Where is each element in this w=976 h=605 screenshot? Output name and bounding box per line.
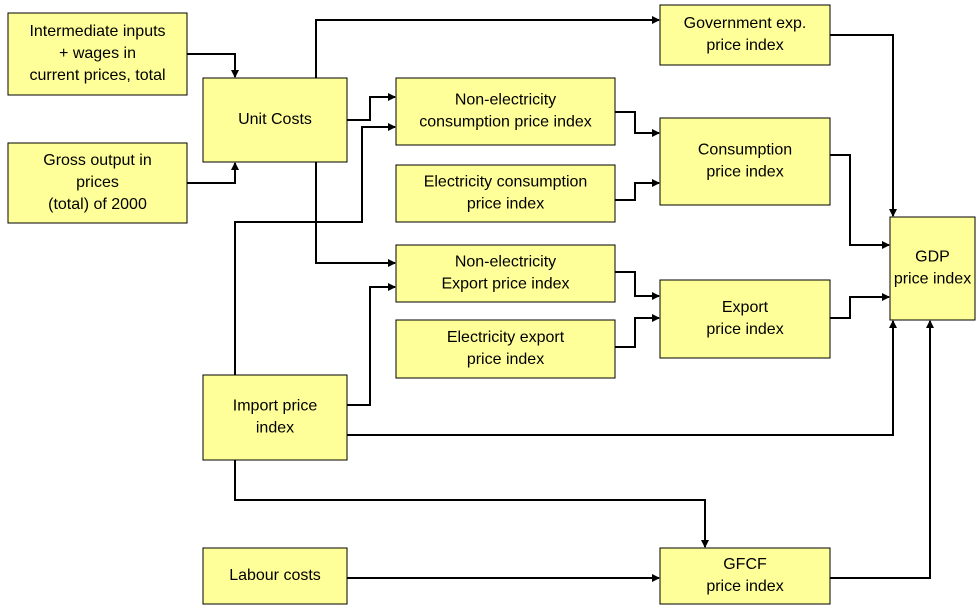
edge <box>234 460 709 548</box>
edge <box>615 314 660 348</box>
node-label: Intermediate inputs <box>29 23 165 40</box>
node-label: Electricity consumption <box>424 174 588 191</box>
node-label: (total) of 2000 <box>48 196 147 213</box>
node-label: price index <box>706 578 783 595</box>
node-label: prices <box>76 174 119 191</box>
node-box <box>395 77 616 146</box>
node-label: Gross output in <box>43 152 152 169</box>
edge <box>615 111 660 137</box>
node-label: Non-electricity <box>455 254 556 271</box>
node-label: Non-electricity <box>455 92 556 109</box>
node-box <box>202 547 348 605</box>
node-box <box>395 319 616 379</box>
node-box <box>889 216 976 321</box>
node-box <box>7 142 188 224</box>
node-box <box>659 4 831 66</box>
node-label: Unit Costs <box>238 111 312 128</box>
node-label: Export price index <box>441 276 569 293</box>
edge <box>187 53 239 78</box>
edge <box>315 162 396 267</box>
edge <box>830 154 890 249</box>
node-label: + wages in <box>59 45 136 62</box>
edges <box>187 16 934 582</box>
edge <box>347 320 897 436</box>
node-label: Import price <box>233 398 318 415</box>
edge <box>347 93 396 121</box>
node-label: GDP <box>915 249 950 266</box>
node-label: Labour costs <box>229 567 321 584</box>
edge <box>830 293 890 319</box>
node-label: price index <box>894 271 971 288</box>
node-box <box>395 244 616 303</box>
edge <box>187 162 239 184</box>
edge <box>615 271 660 300</box>
edge <box>347 283 396 406</box>
node-box <box>395 164 616 223</box>
node-box <box>202 77 348 163</box>
edge <box>830 320 934 579</box>
node-label: price index <box>706 321 783 338</box>
node-box <box>7 12 188 96</box>
node-label: Consumption <box>698 142 792 159</box>
node-box <box>659 279 831 359</box>
edge <box>315 16 660 78</box>
node-label: Electricity export <box>447 329 565 346</box>
node-label: consumption price index <box>419 114 592 131</box>
edge <box>830 34 897 217</box>
node-label: price index <box>467 196 544 213</box>
node-label: index <box>256 420 294 437</box>
nodes: Intermediate inputs + wages in current pri… <box>7 4 976 605</box>
node-label: price index <box>467 351 544 368</box>
node-label: Export <box>722 299 769 316</box>
node-box <box>659 547 831 605</box>
edge <box>615 179 660 201</box>
node-box <box>659 117 831 206</box>
node-label: price index <box>706 37 783 54</box>
edge <box>234 123 396 375</box>
node-label: current prices, total <box>29 67 165 84</box>
node-box <box>202 374 348 461</box>
node-label: Government exp. <box>684 15 807 32</box>
node-label: GFCF <box>723 556 767 573</box>
node-label: price index <box>706 164 783 181</box>
